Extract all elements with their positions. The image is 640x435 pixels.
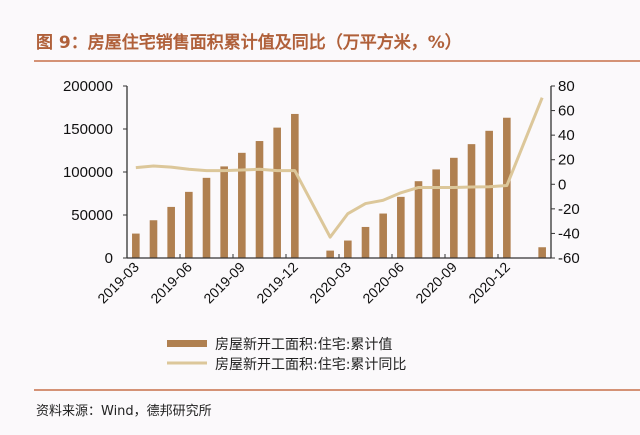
bar-2020-04 xyxy=(361,226,370,258)
left-tick-label: 100000 xyxy=(63,164,113,181)
right-tick-label: -40 xyxy=(558,225,580,242)
left-tick-label: 50000 xyxy=(71,207,113,224)
x-tick-label: 2019-09 xyxy=(200,259,248,307)
right-tick-label: -60 xyxy=(558,250,580,267)
legend: 房屋新开工面积:住宅:累计值 房屋新开工面积:住宅:累计同比 xyxy=(167,337,406,373)
bar-2019-11 xyxy=(273,127,281,259)
bar-2020-09 xyxy=(450,157,458,258)
x-tick-label: 2019-06 xyxy=(147,259,195,307)
right-tick-label: 80 xyxy=(558,78,575,95)
bar-2019-06 xyxy=(185,191,193,258)
legend-line-label: 房屋新开工面积:住宅:累计同比 xyxy=(215,357,406,373)
x-tick-label: 2019-12 xyxy=(253,259,301,307)
bar-2019-07 xyxy=(202,177,211,258)
right-tick-label: 20 xyxy=(558,152,575,169)
bar-2020-11 xyxy=(485,130,493,258)
bar-2019-03 xyxy=(132,233,140,258)
bar-2020-12 xyxy=(503,117,511,258)
bar-2019-05 xyxy=(167,206,175,258)
x-tick-label: 2019-03 xyxy=(94,259,142,307)
right-tick-label: 60 xyxy=(558,103,575,120)
x-tick-label: 2020-03 xyxy=(306,259,354,307)
legend-bar-swatch xyxy=(167,340,207,347)
bar-2020-05 xyxy=(379,213,387,258)
legend-bar-label: 房屋新开工面积:住宅:累计值 xyxy=(215,337,392,353)
right-tick-label: 0 xyxy=(558,176,566,193)
bar-2019-04 xyxy=(149,220,158,258)
bar-2021-02 xyxy=(538,247,546,258)
bar-2020-03 xyxy=(344,240,352,258)
left-tick-label: 0 xyxy=(105,250,113,267)
plot-area: 0 50000 100000 150000 200000 -60 -40 -20 0 20 40 60… xyxy=(63,78,580,306)
right-tick-label: -20 xyxy=(558,201,580,218)
left-tick-label: 200000 xyxy=(63,78,113,95)
bar-2020-02 xyxy=(326,250,334,258)
bar-2020-06 xyxy=(397,196,405,258)
bar-2019-09 xyxy=(238,152,246,258)
bar-2019-08 xyxy=(220,166,228,258)
chart-title: 图 9：房屋住宅销售面积累计值及同比（万平方米，%） xyxy=(36,32,462,53)
x-tick-label: 2020-06 xyxy=(359,259,407,307)
bar-2020-10 xyxy=(467,144,476,258)
x-tick-label: 2020-09 xyxy=(412,259,460,307)
yoy-line xyxy=(135,97,544,239)
left-tick-label: 150000 xyxy=(63,121,113,138)
right-tick-label: 40 xyxy=(558,127,575,144)
bar-2019-10 xyxy=(255,141,264,258)
bar-2020-08 xyxy=(432,169,440,258)
source-note: 资料来源：Wind，德邦研究所 xyxy=(36,404,212,419)
bar-2020-07 xyxy=(414,181,423,258)
x-tick-label: 2020-12 xyxy=(465,259,513,307)
bar-2019-12 xyxy=(291,113,299,258)
